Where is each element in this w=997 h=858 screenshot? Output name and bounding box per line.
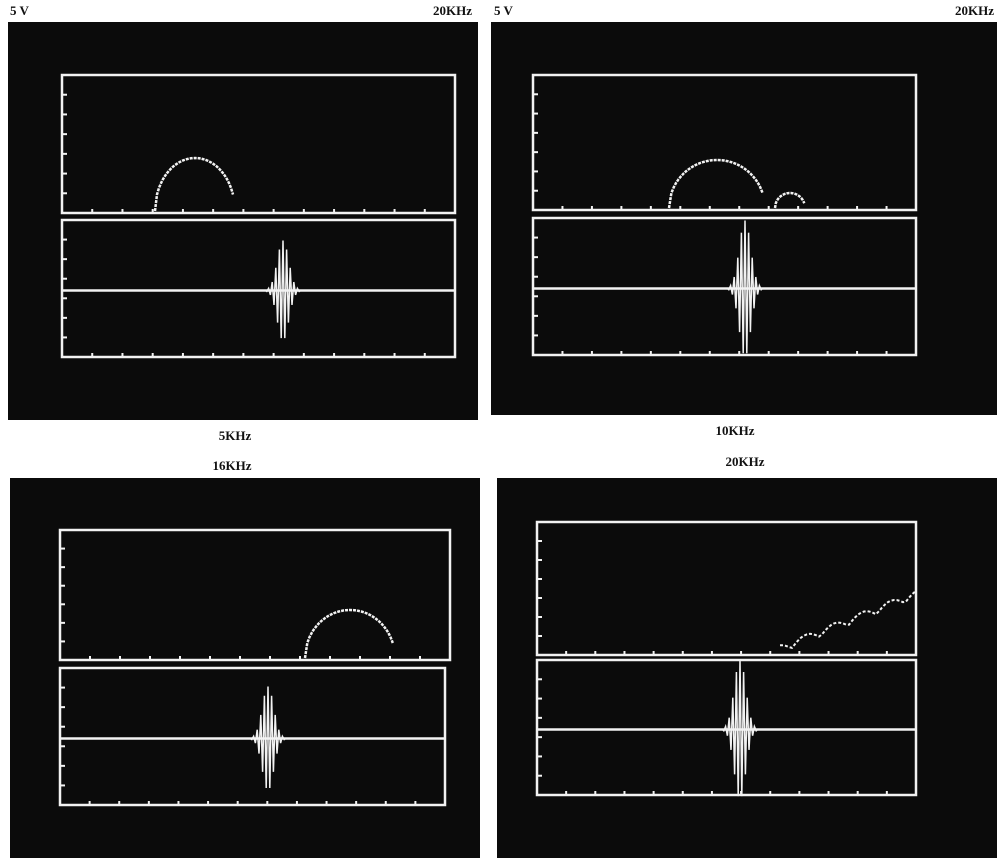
caption: 10KHz [716,423,755,438]
panel-label: 20KHz [955,3,994,18]
caption: 16KHz [213,458,252,473]
figure: 5 V 20KHz 5 V 20KHz 5KHz 10KHz 16KHz 20K… [0,0,997,858]
caption: 20KHz [726,454,765,469]
panel-label: 5 V [494,3,514,18]
panel-label: 5 V [10,3,30,18]
panel-label: 20KHz [433,3,472,18]
scope-photo [497,478,997,858]
caption: 5KHz [219,428,252,443]
